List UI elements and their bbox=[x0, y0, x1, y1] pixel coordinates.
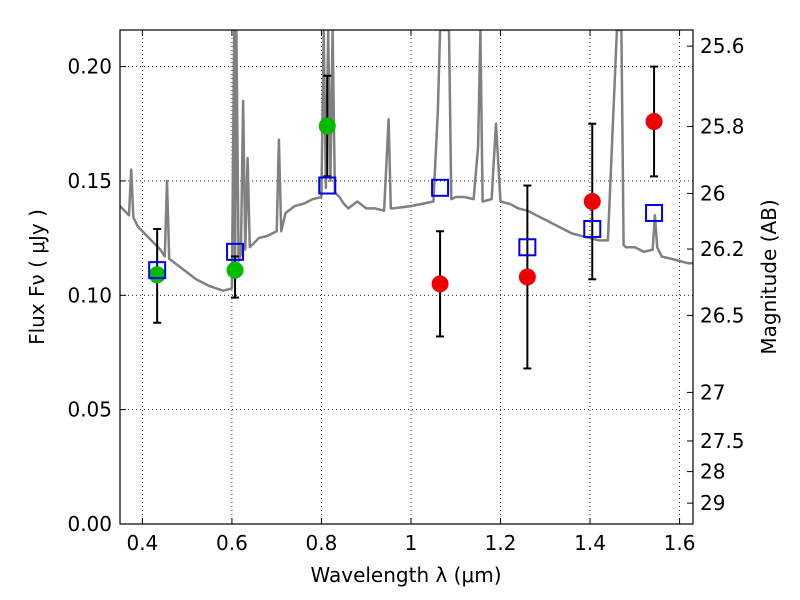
blue-square-marker bbox=[583, 219, 602, 238]
green-point bbox=[148, 266, 166, 284]
grid bbox=[120, 30, 693, 524]
axis-ticks: 0.4 0.6 0.8 1 1.2 1.4 1.6 0.00 0.05 0.10 0.15 0.20 2… bbox=[67, 30, 745, 555]
red-point bbox=[431, 275, 449, 293]
x-tick-label: 1.2 bbox=[485, 531, 517, 555]
data-markers bbox=[148, 112, 664, 293]
x-tick-label: 0.8 bbox=[306, 531, 338, 555]
y2-axis-title: Magnitude (AB) bbox=[757, 199, 781, 354]
model-spectrum bbox=[120, 30, 693, 292]
blue-square-marker bbox=[318, 176, 337, 195]
y2-tick-label: 27.5 bbox=[700, 429, 745, 453]
blue-square-marker bbox=[226, 242, 245, 261]
green-point bbox=[226, 261, 244, 279]
green-point bbox=[318, 117, 336, 135]
y-tick-label: 0.05 bbox=[67, 398, 112, 422]
x-tick-label: 0.4 bbox=[126, 531, 158, 555]
y-tick-label: 0.15 bbox=[67, 169, 112, 193]
y2-tick-label: 25.6 bbox=[700, 34, 745, 58]
red-point bbox=[645, 112, 663, 130]
y2-tick-label: 26 bbox=[700, 181, 725, 205]
y2-tick-label: 25.8 bbox=[700, 115, 745, 139]
x-tick-label: 0.6 bbox=[216, 531, 248, 555]
y2-tick-label: 27 bbox=[700, 380, 725, 404]
error-bars bbox=[153, 65, 659, 370]
x-axis-title: Wavelength λ (μm) bbox=[310, 563, 501, 587]
y2-tick-label: 26.5 bbox=[700, 303, 745, 327]
model-spectrum-line bbox=[120, 30, 693, 292]
y-tick-label: 0.10 bbox=[67, 283, 112, 307]
y2-tick-label: 26.2 bbox=[700, 237, 745, 261]
blue-square-marker bbox=[645, 203, 664, 222]
x-tick-label: 1.4 bbox=[574, 531, 606, 555]
red-point bbox=[583, 193, 601, 211]
y-tick-label: 0.00 bbox=[67, 512, 112, 536]
blue-square-marker bbox=[148, 261, 167, 280]
x-tick-label: 1.6 bbox=[664, 531, 696, 555]
plot-frame bbox=[119, 29, 694, 525]
y-tick-label: 0.20 bbox=[67, 55, 112, 79]
y2-tick-label: 29 bbox=[700, 491, 725, 515]
y2-tick-label: 28 bbox=[700, 460, 725, 484]
blue-square-marker bbox=[431, 178, 450, 197]
blue-square-marker bbox=[518, 238, 537, 257]
red-point bbox=[518, 268, 536, 286]
y-axis-title: Flux Fν ( μJy ) bbox=[25, 209, 49, 345]
x-tick-label: 1 bbox=[405, 531, 418, 555]
